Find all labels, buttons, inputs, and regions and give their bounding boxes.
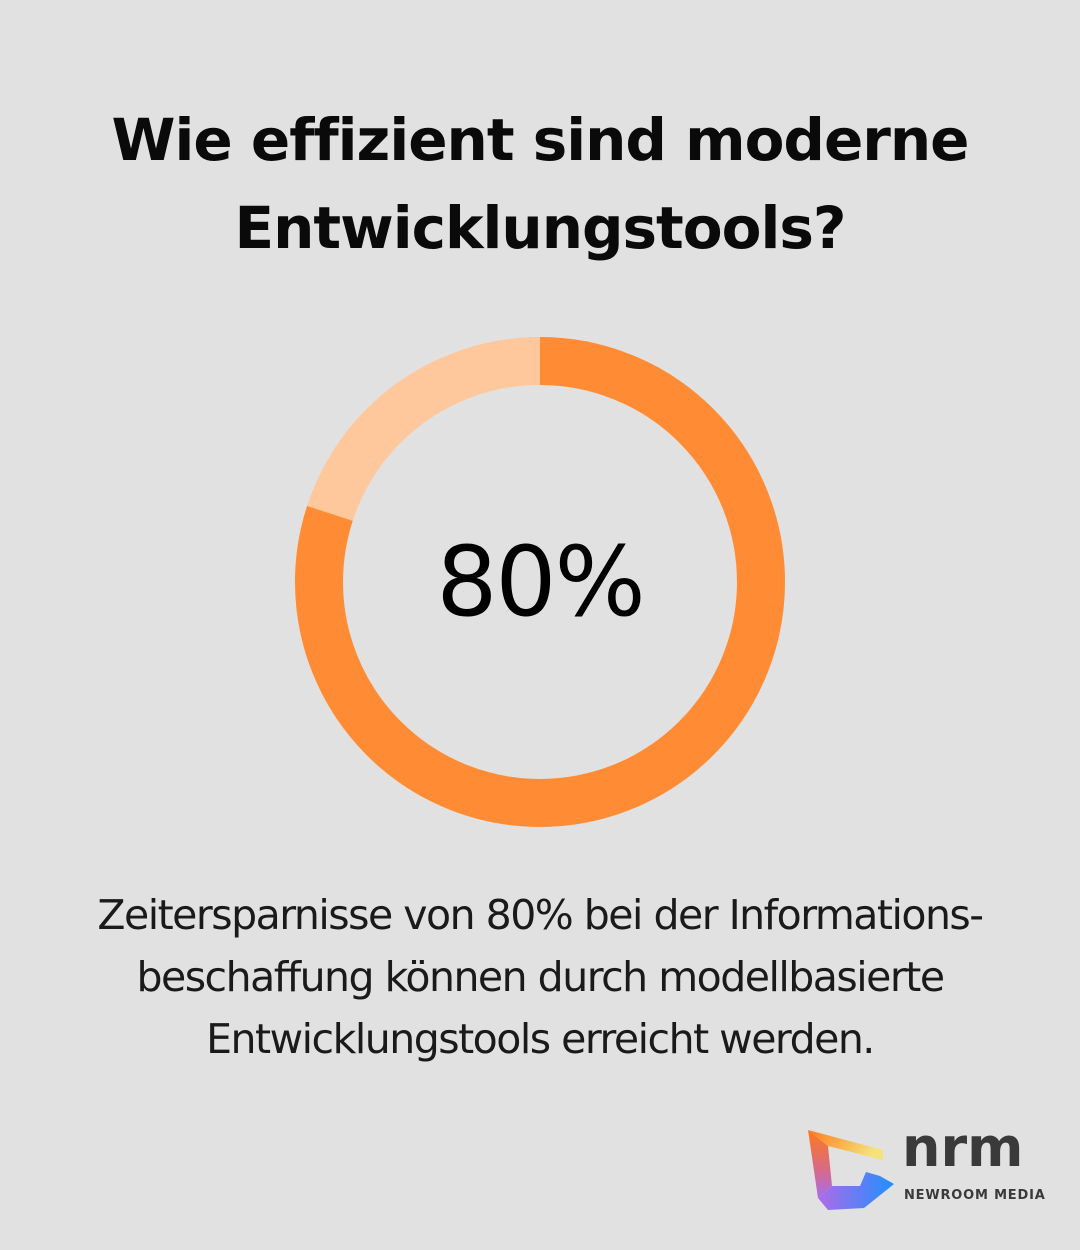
donut-center-value: 80% (436, 526, 645, 638)
chart-title: Wie effizient sind moderne Entwicklungst… (0, 96, 1080, 272)
donut-chart (290, 332, 790, 832)
chart-title-line-1: Wie effizient sind moderne (111, 106, 969, 174)
chart-title-line-2: Entwicklungstools? (234, 194, 846, 262)
caption-line-3: Entwicklungstools erreicht werden. (206, 1015, 875, 1063)
chart-caption: Zeitersparnisse von 80% bei der Informat… (0, 884, 1080, 1070)
donut-segment-value (295, 337, 785, 827)
caption-line-2: beschaffung können durch modellbasierte (136, 953, 945, 1001)
caption-line-1: Zeitersparnisse von 80% bei der Informat… (97, 891, 984, 939)
logo-mark-icon (808, 1130, 894, 1210)
logo-wordmark: nrm (902, 1116, 1024, 1179)
logo-subtitle: NEWROOM MEDIA (904, 1188, 1046, 1203)
brand-logo: nrm NEWROOM MEDIA (798, 1116, 1048, 1210)
